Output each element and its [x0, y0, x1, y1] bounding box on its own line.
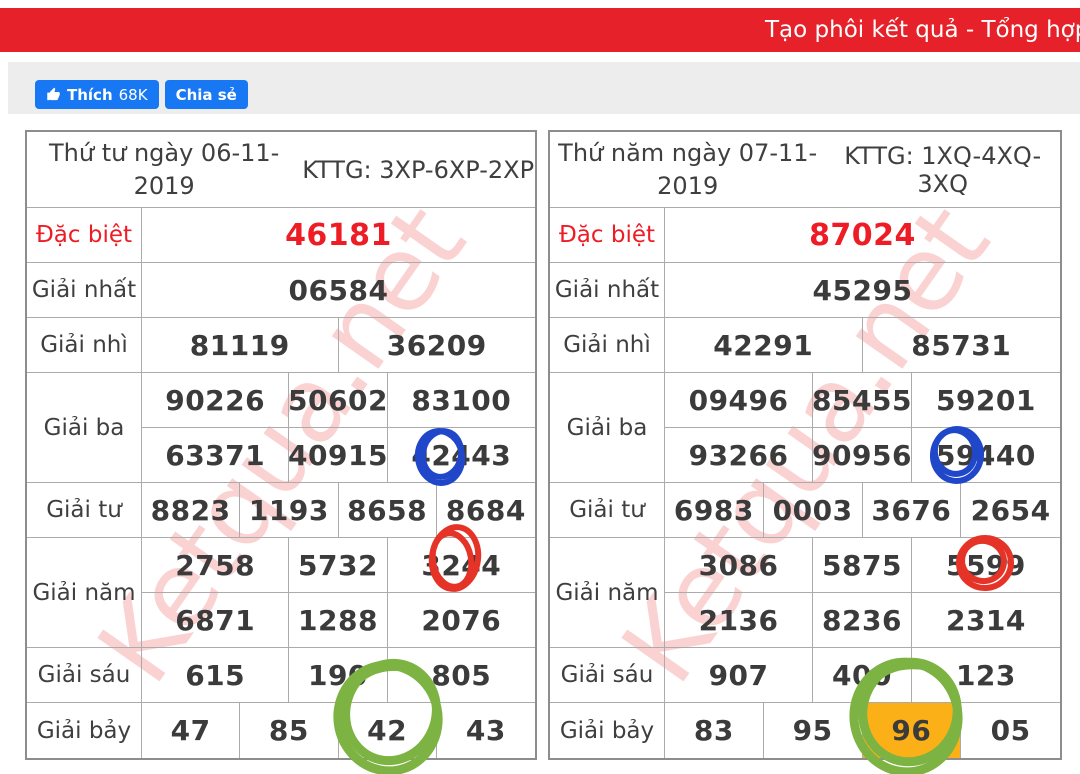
prize-cell-circled-red: 3244: [387, 538, 535, 593]
prize-label-giai-nhat: Giải nhất: [550, 263, 665, 318]
prize-label-giai-nam: Giải năm: [27, 538, 142, 648]
prize-label-giai-ba: Giải ba: [550, 373, 665, 483]
prize-cell: 805: [387, 648, 535, 703]
prize-cell: 8823: [142, 483, 241, 538]
thumbs-up-icon: [47, 87, 60, 101]
share-button-label: Chia sẻ: [175, 85, 237, 104]
prize-cell: 90956: [812, 428, 912, 483]
prize-cell: 2758: [142, 538, 290, 593]
prize-cell: 90226: [142, 373, 290, 428]
prize-cell: 95: [764, 703, 863, 758]
draw-date: Thứ tư ngày 06-11- 2019: [48, 139, 280, 200]
table-header: Thứ tư ngày 06-11- 2019 KTTG: 3XP-6XP-2X…: [27, 132, 535, 208]
prize-cell: 83: [665, 703, 764, 758]
like-count: 68K: [118, 85, 148, 104]
prize-cell: 2136: [665, 593, 814, 648]
page-header-bar: Tạo phôi kết quả - Tổng hợp k: [0, 8, 1080, 52]
prize-cell: 6871: [142, 593, 290, 648]
prize-cell-circled-red: 5599: [911, 538, 1060, 593]
prize-label-giai-ba: Giải ba: [27, 373, 142, 483]
prize-cell-circled-green: 42: [339, 703, 437, 758]
page-title: Tạo phôi kết quả - Tổng hợp k: [765, 17, 1080, 43]
prize-label-giai-sau: Giải sáu: [550, 648, 665, 703]
facebook-buttons: Thích 68K Chia sẻ: [35, 80, 248, 109]
prize-cell-highlighted-circled-green: 96: [862, 703, 962, 758]
prize-cell: 2076: [387, 593, 535, 648]
result-table-07-11-2019: Ketqua.net Thứ năm ngày 07-11- 2019 KTTG…: [548, 130, 1062, 760]
prize-cell: 59201: [911, 373, 1060, 428]
draw-date: Thứ năm ngày 07-11- 2019: [558, 139, 818, 200]
table-header: Thứ năm ngày 07-11- 2019 KTTG: 1XQ-4XQ-3…: [550, 132, 1060, 208]
prize-cell: 93266: [665, 428, 814, 483]
prize-cell: 190: [289, 648, 388, 703]
prize-cell: 85455: [812, 373, 912, 428]
share-button[interactable]: Chia sẻ: [164, 80, 248, 109]
prize-cell: 400: [813, 648, 912, 703]
kttg-code: KTTG: 3XP-6XP-2XP: [302, 155, 535, 184]
prize-cell: 81119: [142, 318, 339, 373]
like-button[interactable]: Thích 68K: [35, 80, 159, 109]
prize-cell: 09496: [665, 373, 814, 428]
prize-cell: 43: [465, 714, 506, 747]
prize-cell: 6983: [665, 483, 764, 538]
prize-cell: 05: [990, 714, 1031, 747]
result-table-06-11-2019: Ketqua.net Thứ tư ngày 06-11- 2019 KTTG:…: [25, 130, 537, 760]
social-toolbar: Thích 68K Chia sẻ: [8, 62, 1080, 114]
prize-label-giai-bay: Giải bảy: [550, 703, 665, 758]
prize-cell: 40915: [288, 428, 388, 483]
prize-label-giai-nam: Giải năm: [550, 538, 665, 648]
prize-label-giai-tu: Giải tư: [550, 483, 665, 538]
prize-cell: 5732: [289, 538, 388, 593]
prize-cell: 85731: [862, 318, 1060, 373]
prize-cell: 06584: [142, 263, 535, 318]
prize-cell-circled-blue: 59440: [911, 428, 1060, 483]
like-button-label: Thích: [67, 85, 113, 104]
prize-cell: 36209: [338, 318, 535, 373]
prize-cell: 83100: [387, 373, 535, 428]
prize-label-giai-bay: Giải bảy: [27, 703, 142, 758]
prize-cell: 0003: [763, 483, 863, 538]
prize-cell: 87024: [665, 208, 1060, 263]
prize-cell: 3676: [862, 483, 962, 538]
prize-cell: 123: [911, 648, 1060, 703]
prize-cell: 47: [142, 703, 241, 758]
prize-label-dac-biet: Đặc biệt: [27, 208, 142, 263]
prize-cell: 1193: [240, 483, 339, 538]
prize-label-giai-tu: Giải tư: [27, 483, 142, 538]
prize-cell: 63371: [142, 428, 290, 483]
prize-cell: 45295: [665, 263, 1060, 318]
kttg-code: KTTG: 1XQ-4XQ-3XQ: [844, 141, 1042, 198]
prize-cell: 2654: [961, 483, 1060, 538]
prize-cell: 2314: [911, 593, 1060, 648]
prize-cell: 50602: [288, 373, 388, 428]
prize-label-giai-nhat: Giải nhất: [27, 263, 142, 318]
prize-cell: 5875: [813, 538, 912, 593]
prize-cell: 85: [240, 703, 339, 758]
prize-label-giai-sau: Giải sáu: [27, 648, 142, 703]
prize-cell-circled-blue: 42443: [387, 428, 535, 483]
prize-cell: 3086: [665, 538, 814, 593]
prize-cell: 8236: [813, 593, 912, 648]
prize-cell: 907: [665, 648, 814, 703]
prize-label-dac-biet: Đặc biệt: [550, 208, 665, 263]
prize-cell: 8684: [436, 483, 535, 538]
prize-cell: 8658: [338, 483, 437, 538]
prize-cell: 42291: [665, 318, 863, 373]
prize-cell: 615: [142, 648, 290, 703]
prize-label-giai-nhi: Giải nhì: [550, 318, 665, 373]
prize-label-giai-nhi: Giải nhì: [27, 318, 142, 373]
prize-cell: 1288: [289, 593, 388, 648]
prize-cell: 46181: [142, 208, 535, 263]
